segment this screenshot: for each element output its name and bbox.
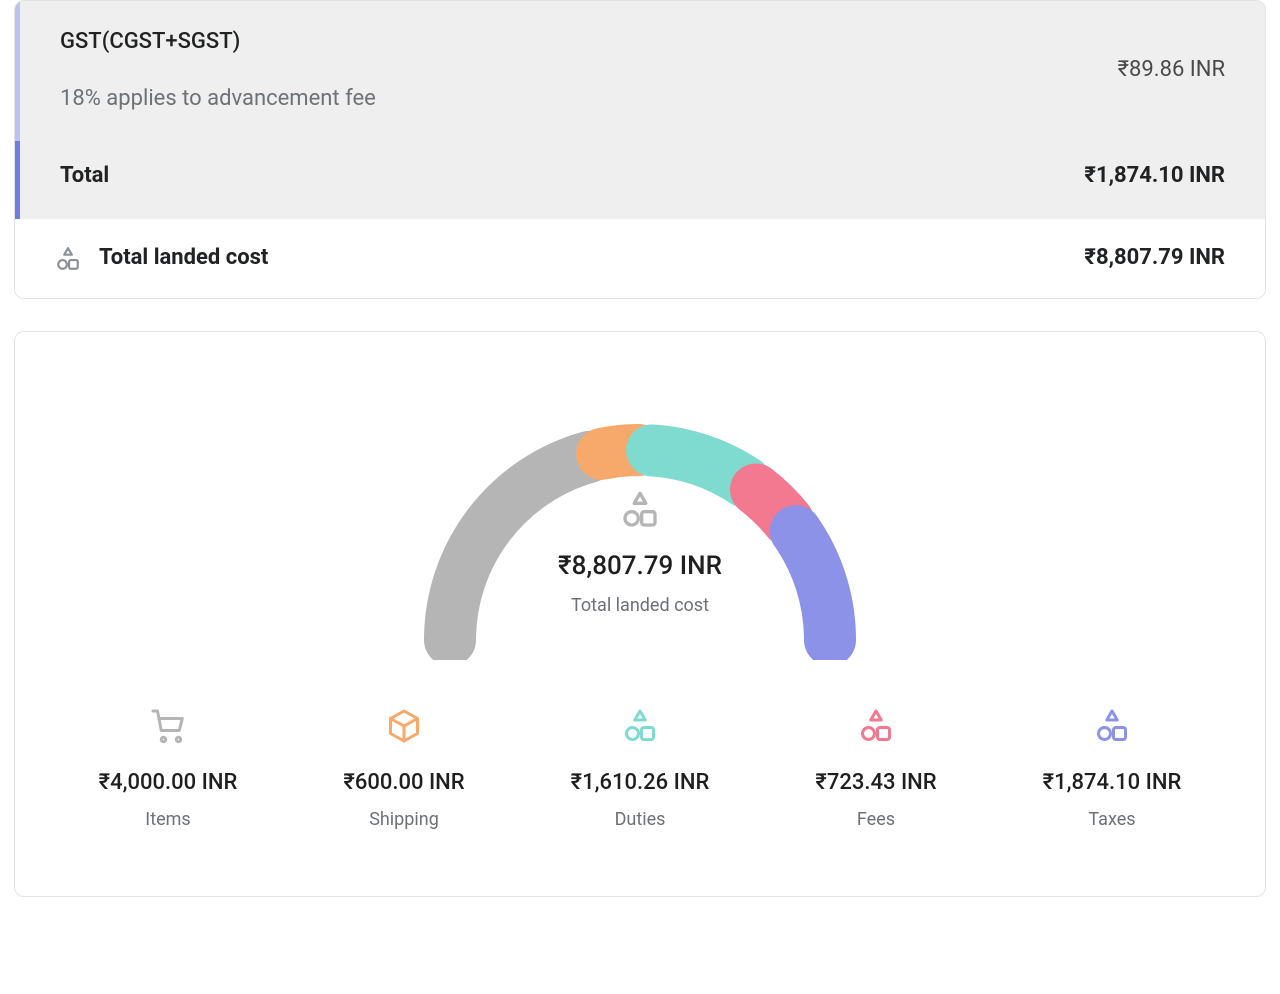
- cost-gauge: ₹8,807.79 INR Total landed cost: [380, 380, 900, 660]
- total-row: Total ₹1,874.10 INR: [15, 141, 1265, 220]
- fees-amount: ₹723.43 INR: [763, 768, 989, 799]
- gauge-label: Total landed cost: [380, 593, 900, 618]
- duties-amount: ₹1,610.26 INR: [527, 768, 753, 799]
- shapes-icon: [55, 246, 81, 272]
- box-icon: [386, 708, 422, 744]
- duties-label: Duties: [527, 807, 753, 832]
- breakdown-card: ₹8,807.79 INR Total landed cost ₹4,000.0…: [14, 331, 1266, 897]
- breakdown-items: ₹4,000.00 INR Items: [55, 708, 281, 832]
- landed-row: Total landed cost ₹8,807.79 INR: [15, 219, 1265, 298]
- shipping-amount: ₹600.00 INR: [291, 768, 517, 799]
- total-label: Total: [60, 161, 109, 192]
- items-amount: ₹4,000.00 INR: [55, 768, 281, 799]
- gst-amount: ₹89.86 INR: [1118, 55, 1225, 86]
- gst-title: GST(CGST+SGST): [60, 27, 1118, 58]
- shapes-icon: [622, 708, 658, 744]
- breakdown-row: ₹4,000.00 INR Items ₹600.00 INR Shipping: [55, 708, 1225, 832]
- breakdown-fees: ₹723.43 INR Fees: [763, 708, 989, 832]
- taxes-label: Taxes: [999, 807, 1225, 832]
- breakdown-taxes: ₹1,874.10 INR Taxes: [999, 708, 1225, 832]
- shapes-icon: [858, 708, 894, 744]
- gst-subtitle: 18% applies to advancement fee: [60, 84, 1118, 115]
- landed-label: Total landed cost: [99, 243, 268, 274]
- items-label: Items: [55, 807, 281, 832]
- taxes-amount: ₹1,874.10 INR: [999, 768, 1225, 799]
- fees-label: Fees: [763, 807, 989, 832]
- gauge-segment-duties: [652, 451, 745, 482]
- landed-amount: ₹8,807.79 INR: [1084, 243, 1225, 274]
- gauge-amount: ₹8,807.79 INR: [380, 548, 900, 584]
- shapes-icon: [620, 490, 660, 530]
- breakdown-duties: ₹1,610.26 INR Duties: [527, 708, 753, 832]
- breakdown-shipping: ₹600.00 INR Shipping: [291, 708, 517, 832]
- shipping-label: Shipping: [291, 807, 517, 832]
- gst-row: GST(CGST+SGST) 18% applies to advancemen…: [15, 1, 1265, 141]
- tax-summary-card: GST(CGST+SGST) 18% applies to advancemen…: [14, 0, 1266, 299]
- shapes-icon: [1094, 708, 1130, 744]
- total-amount: ₹1,874.10 INR: [1084, 161, 1225, 192]
- cart-icon: [150, 708, 186, 744]
